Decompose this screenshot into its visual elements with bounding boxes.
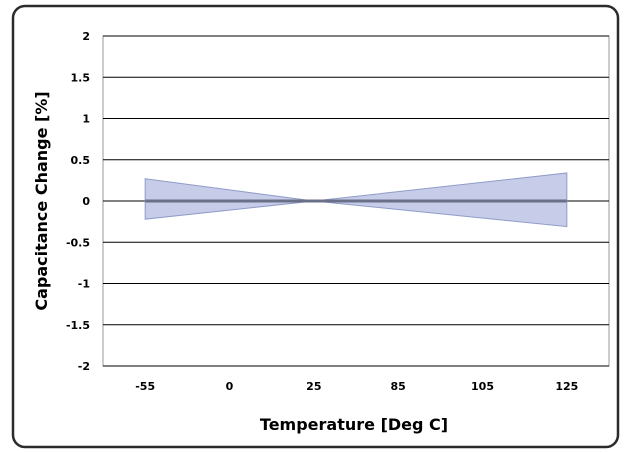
y-tick-label: 0.5 (71, 154, 91, 167)
y-tick-label: -1 (78, 278, 90, 291)
y-tick-label: 1 (82, 113, 90, 126)
x-tick-label: -55 (135, 380, 155, 393)
x-tick-label: 0 (226, 380, 234, 393)
y-tick-label: -0.5 (66, 236, 90, 249)
x-tick-label: 125 (555, 380, 578, 393)
y-tick-label: -1.5 (66, 319, 90, 332)
y-tick-label: -2 (78, 360, 90, 373)
y-tick-label: 2 (82, 30, 90, 43)
x-tick-label: 25 (306, 380, 321, 393)
gridlines (103, 35, 609, 367)
y-tick-labels: 2 1.5 1 0.5 0 -0.5 -1 -1.5 -2 (66, 30, 90, 373)
y-axis-label: Capacitance Change [%] (32, 91, 51, 310)
x-axis-label: Temperature [Deg C] (260, 415, 448, 434)
x-tick-label: 85 (391, 380, 406, 393)
y-tick-label: 0 (82, 195, 90, 208)
x-tick-label: 105 (471, 380, 494, 393)
x-tick-labels: -55 0 25 85 105 125 (135, 380, 578, 393)
y-tick-label: 1.5 (71, 71, 91, 84)
